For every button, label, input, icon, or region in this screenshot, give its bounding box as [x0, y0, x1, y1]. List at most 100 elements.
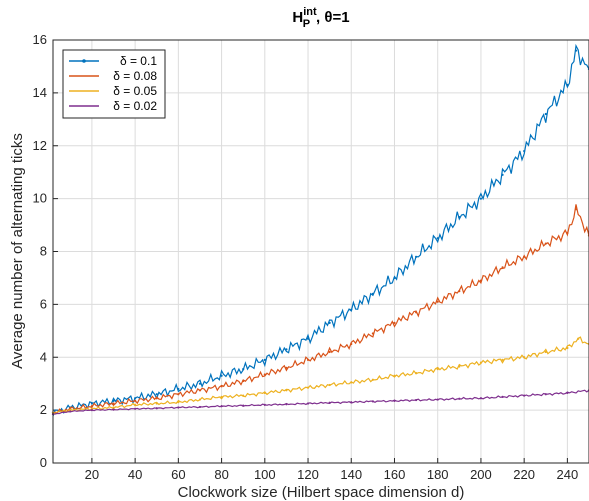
data-point-2 — [371, 378, 374, 381]
data-point-0 — [198, 382, 202, 385]
y-axis-label: Average number of alternating ticks — [9, 133, 26, 369]
data-point-3 — [479, 397, 483, 400]
y-tick-label: 14 — [33, 85, 47, 100]
y-tick-label: 6 — [40, 296, 47, 311]
data-point-1 — [479, 279, 483, 282]
data-point-2 — [544, 350, 547, 354]
chart-title-main: H — [292, 9, 303, 26]
data-point-3 — [371, 400, 374, 403]
data-point-0 — [501, 173, 504, 176]
x-tick-label: 180 — [427, 467, 449, 482]
data-point-3 — [566, 391, 569, 395]
x-tick-label: 20 — [85, 467, 99, 482]
data-point-3 — [501, 395, 504, 399]
data-point-1 — [242, 379, 245, 383]
data-point-0 — [134, 397, 137, 400]
legend-marker — [82, 59, 86, 63]
data-point-3 — [306, 402, 310, 405]
data-point-2 — [134, 403, 137, 406]
y-tick-label: 0 — [40, 455, 47, 470]
series-line-0 — [52, 43, 589, 417]
data-point-3 — [350, 401, 353, 404]
data-point-2 — [242, 394, 245, 397]
x-tick-label: 100 — [254, 467, 276, 482]
data-point-3 — [328, 401, 331, 404]
data-point-3 — [544, 393, 547, 396]
legend: δ = 0.1δ = 0.08δ = 0.05δ = 0.02 — [62, 49, 166, 119]
y-tick-label: 8 — [40, 244, 47, 259]
data-point-0 — [393, 276, 396, 280]
data-point-0 — [285, 348, 288, 351]
data-point-2 — [414, 372, 418, 375]
data-point-0 — [242, 368, 245, 371]
data-point-3 — [220, 405, 223, 408]
data-point-3 — [112, 408, 115, 411]
data-point-2 — [350, 381, 353, 384]
data-point-1 — [393, 321, 396, 324]
x-tick-label: 220 — [513, 467, 535, 482]
data-point-2 — [155, 402, 158, 405]
data-point-0 — [414, 255, 418, 258]
data-point-0 — [350, 308, 353, 311]
data-point-2 — [328, 383, 331, 387]
data-point-2 — [220, 395, 223, 399]
data-point-1 — [350, 342, 353, 346]
data-point-1 — [112, 402, 115, 405]
chart-title-superscript: int — [303, 6, 317, 18]
axis-ticks: 20 40 60 80 100 120 140 160 180 200 220 240 0 2 4 6 8 10 1… — [33, 32, 579, 482]
data-point-1 — [574, 208, 578, 211]
data-point-0 — [479, 197, 483, 200]
data-point-0 — [566, 83, 569, 87]
data-point-1 — [566, 231, 569, 235]
data-point-0 — [177, 387, 180, 391]
data-point-1 — [198, 389, 202, 392]
data-point-2 — [523, 356, 526, 359]
data-point-3 — [393, 399, 396, 402]
data-point-3 — [458, 397, 461, 400]
series-line-2 — [52, 336, 589, 415]
data-point-1 — [544, 242, 547, 245]
data-point-2 — [436, 368, 439, 371]
data-point-2 — [479, 361, 483, 364]
x-tick-label: 140 — [340, 467, 362, 482]
data-point-0 — [112, 399, 115, 402]
x-tick-label: 60 — [171, 467, 185, 482]
x-tick-label: 120 — [297, 467, 319, 482]
x-tick-label: 200 — [470, 467, 492, 482]
data-point-3 — [263, 403, 266, 406]
data-point-1 — [458, 290, 461, 293]
data-point-1 — [134, 399, 137, 402]
data-point-2 — [501, 358, 504, 361]
y-tick-label: 16 — [33, 32, 47, 47]
data-point-1 — [436, 300, 439, 303]
data-point-2 — [112, 406, 115, 409]
y-tick-label: 10 — [33, 191, 47, 206]
data-point-0 — [220, 374, 223, 377]
legend-label: δ = 0.1 — [120, 54, 157, 68]
data-point-3 — [155, 407, 158, 410]
data-point-1 — [263, 373, 266, 376]
data-point-2 — [306, 386, 310, 389]
data-point-3 — [242, 404, 245, 407]
data-point-3 — [285, 403, 288, 406]
data-point-1 — [306, 358, 310, 361]
data-point-1 — [523, 255, 526, 258]
x-tick-label: 240 — [557, 467, 579, 482]
series-group — [51, 43, 589, 417]
data-point-2 — [566, 346, 569, 350]
series-line-3 — [52, 389, 589, 415]
data-point-0 — [523, 149, 526, 153]
data-point-3 — [90, 409, 94, 412]
data-point-3 — [436, 398, 439, 401]
data-point-0 — [371, 292, 374, 295]
data-point-1 — [90, 405, 94, 408]
data-point-1 — [155, 397, 158, 400]
data-point-1 — [371, 332, 374, 335]
data-point-2 — [393, 374, 396, 377]
x-tick-label: 40 — [128, 467, 142, 482]
chart-title: Hint P , θ=1 — [292, 6, 349, 30]
data-point-0 — [306, 337, 310, 340]
legend-label: δ = 0.05 — [113, 84, 157, 98]
data-point-2 — [285, 389, 288, 392]
